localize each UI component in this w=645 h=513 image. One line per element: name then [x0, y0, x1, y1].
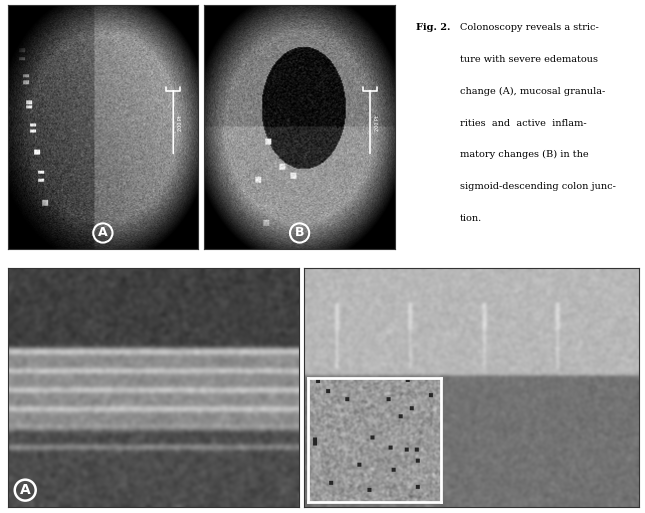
Text: B: B	[377, 482, 388, 496]
Text: Colonoscopy reveals a stric-: Colonoscopy reveals a stric-	[460, 23, 599, 32]
Text: A: A	[98, 226, 108, 240]
Text: change (A), mucosal granula-: change (A), mucosal granula-	[460, 87, 605, 96]
Text: 200 Pt: 200 Pt	[375, 115, 380, 131]
Text: matory changes (B) in the: matory changes (B) in the	[460, 150, 588, 160]
Text: rities  and  active  inflam-: rities and active inflam-	[460, 119, 586, 128]
Text: ture with severe edematous: ture with severe edematous	[460, 55, 598, 64]
Text: sigmoid-descending colon junc-: sigmoid-descending colon junc-	[460, 182, 616, 191]
Text: Fig. 2.: Fig. 2.	[416, 23, 450, 32]
Text: A: A	[20, 483, 30, 497]
Text: B: B	[295, 226, 304, 240]
Text: tion.: tion.	[460, 214, 482, 223]
Text: 200 Pt: 200 Pt	[178, 115, 183, 131]
